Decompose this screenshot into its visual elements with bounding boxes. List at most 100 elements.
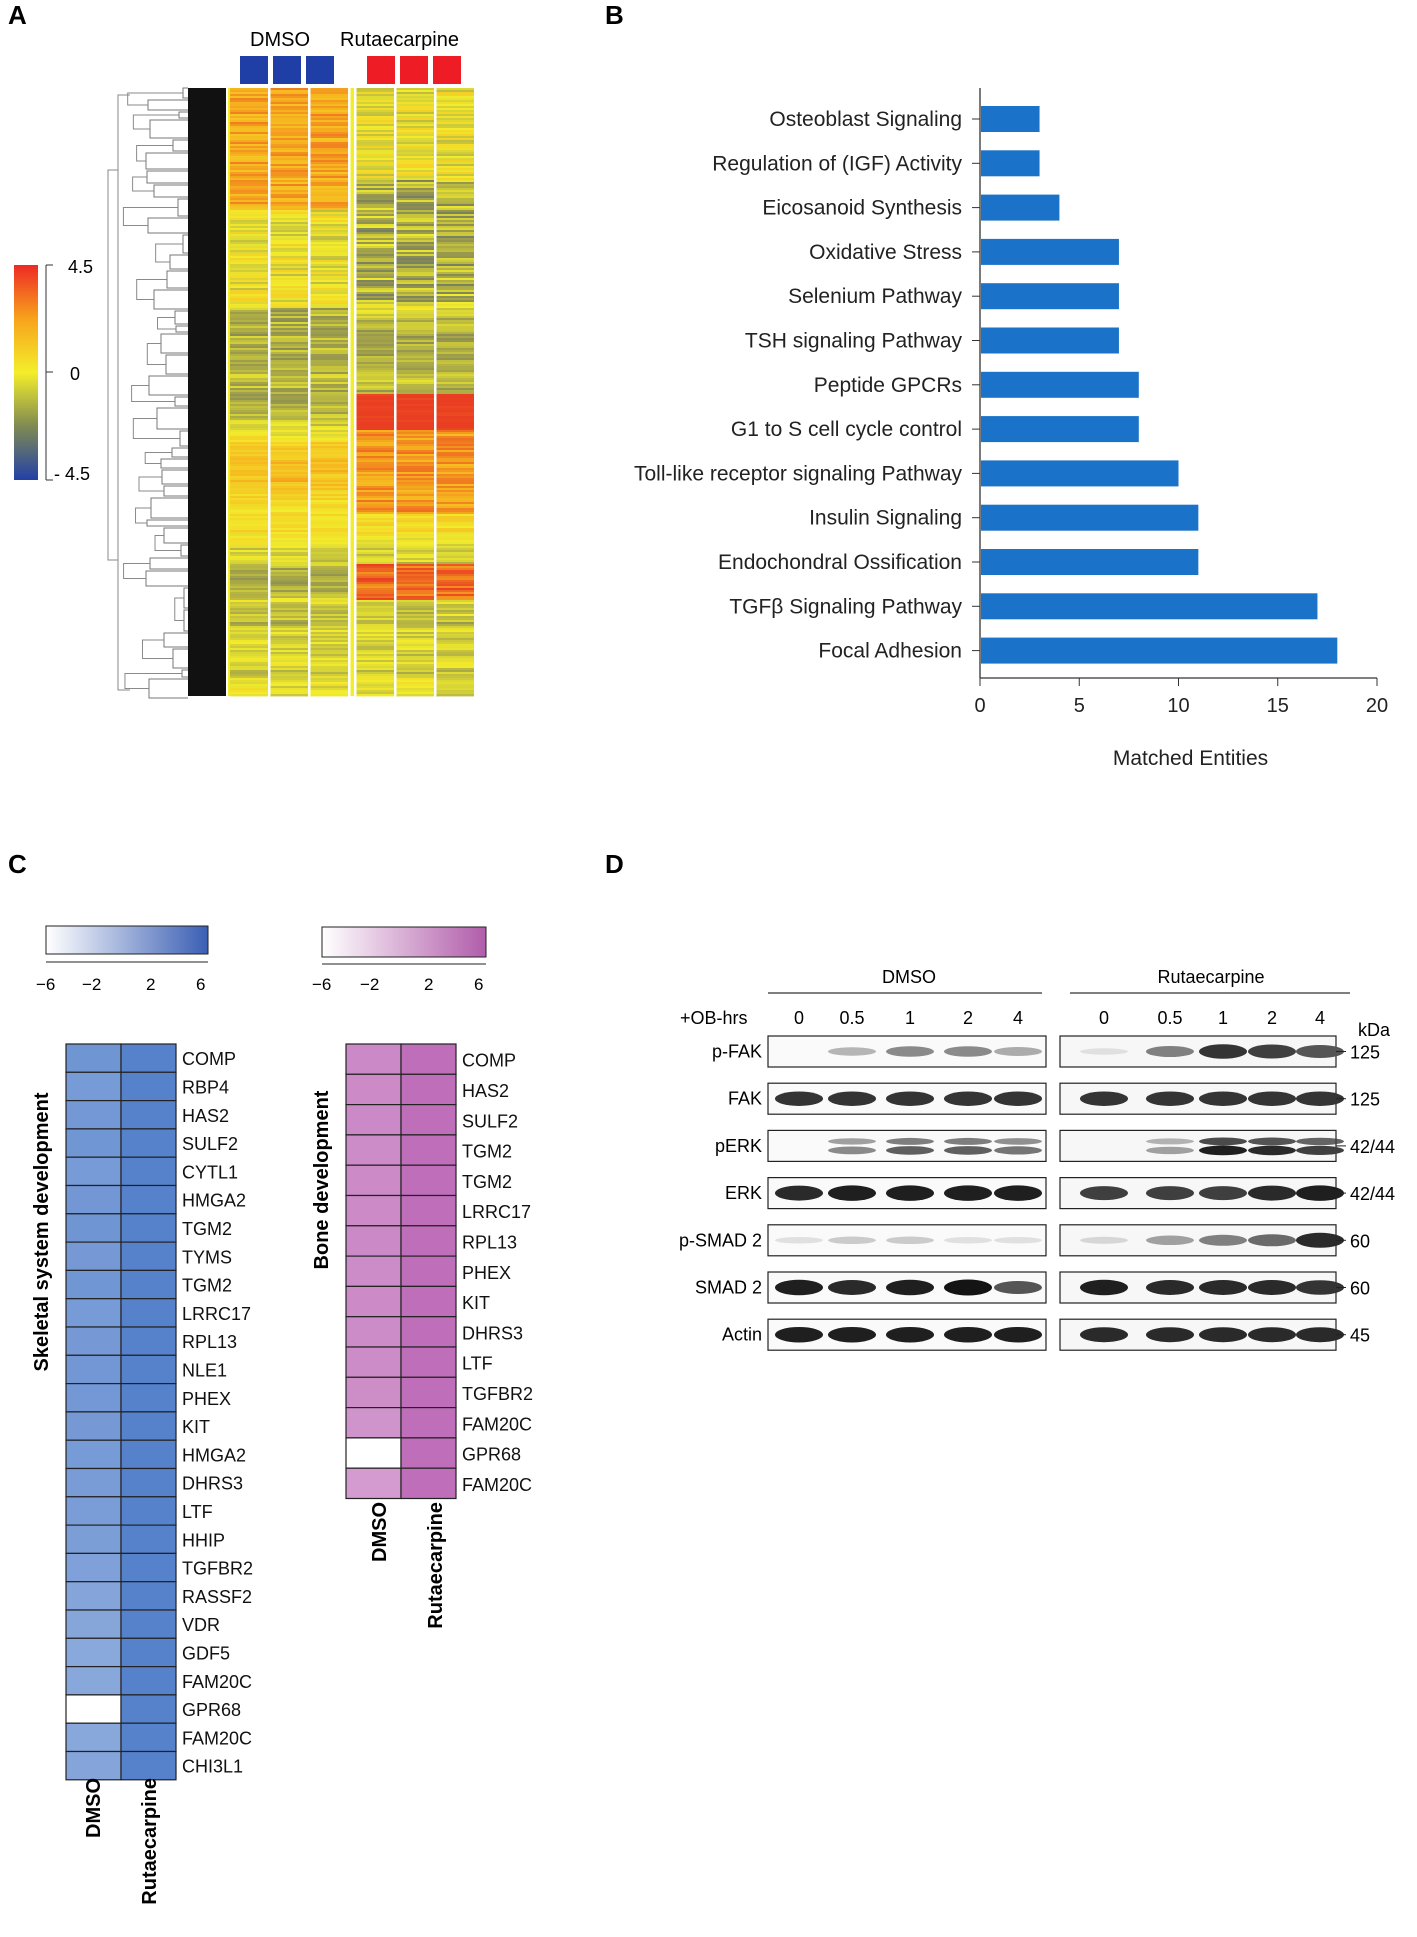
heatmap-cell-row xyxy=(356,240,394,243)
heatmap-cell-row xyxy=(230,162,268,165)
heatmap-cell-row xyxy=(436,292,474,295)
heatmap-cell-row xyxy=(436,602,474,605)
heatmap-cell-row xyxy=(356,544,394,547)
heat-cell-rutaecarpine xyxy=(400,1285,457,1318)
heatmap-cell-row xyxy=(310,370,348,373)
heatmap-cell-row xyxy=(396,658,434,661)
heatmap-cell-row xyxy=(436,140,474,143)
bar xyxy=(981,504,1199,531)
heatmap-cell-row xyxy=(356,386,394,389)
blot-band xyxy=(1080,1048,1128,1055)
heatmap-cell-row xyxy=(270,126,308,129)
heatmap-cell-row xyxy=(396,334,434,337)
heatmap-cell-row xyxy=(310,158,348,161)
heatmap-cell-row xyxy=(230,356,268,359)
blot-band xyxy=(994,1091,1042,1106)
dendrogram-branch xyxy=(144,452,172,464)
heatmap-cell-row xyxy=(356,268,394,271)
heatmap-cell-row xyxy=(270,476,308,479)
heatmap-cell-row xyxy=(356,228,394,231)
heatmap-cell-row xyxy=(310,644,348,647)
heatmap-cell-row xyxy=(356,244,394,247)
heatmap-cell-row xyxy=(230,398,268,401)
heatmap-cell-row xyxy=(270,294,308,297)
heatmap-cell-row xyxy=(230,320,268,323)
blot-band xyxy=(1146,1186,1194,1201)
heatmap-cell-row xyxy=(396,294,434,297)
heatmap-cell-row xyxy=(356,450,394,453)
heatmap-cell-row xyxy=(230,468,268,471)
heatmap-cell-row xyxy=(230,628,268,631)
heatmap-cell-row xyxy=(436,304,474,307)
dendrogram-branch xyxy=(174,597,184,621)
heatmap-cell-row xyxy=(356,504,394,507)
heatmap-cell-row xyxy=(396,446,434,449)
heatmap-cell-row xyxy=(436,250,474,253)
heatmap-cell-row xyxy=(310,230,348,233)
heatmap-cell-row xyxy=(436,442,474,445)
heatmap-cell-row xyxy=(356,252,394,255)
heatmap-cell-row xyxy=(436,364,474,367)
timepoint-label: 2 xyxy=(963,1008,973,1028)
heatmap-cell-row xyxy=(230,270,268,273)
heatmap-cell-row xyxy=(310,606,348,609)
bar xyxy=(981,150,1040,177)
dendrogram-branch xyxy=(175,325,188,333)
heatmap-cell-row xyxy=(310,138,348,141)
expression-heatmap xyxy=(228,88,474,697)
heatmap-cell-row xyxy=(310,320,348,323)
heatmap-cell-row xyxy=(310,444,348,447)
heatmap-cell-row xyxy=(436,612,474,615)
heatmap-cell-row xyxy=(356,262,394,265)
heatmap-cell-row xyxy=(436,324,474,327)
heatmap-cell-row xyxy=(396,366,434,369)
heatmap-cell-row xyxy=(396,234,434,237)
bone-color-scale: −6 −2 2 6 xyxy=(312,926,487,994)
heatmap-cell-row xyxy=(310,316,348,319)
heatmap-cell-row xyxy=(230,490,268,493)
heatmap-cell-row xyxy=(310,140,348,143)
heatmap-cell-row xyxy=(270,104,308,107)
dmso-sample-marker xyxy=(306,56,334,84)
heatmap-cell-row xyxy=(356,180,394,183)
heatmap-cell-row xyxy=(270,468,308,471)
heatmap-cell-row xyxy=(436,460,474,463)
heat-cell-rutaecarpine xyxy=(120,1467,177,1498)
heatmap-cell-row xyxy=(270,530,308,533)
heatmap-cell-row xyxy=(230,208,268,211)
heatmap-cell-row xyxy=(356,158,394,161)
heatmap-cell-row xyxy=(270,160,308,163)
heatmap-cell-row xyxy=(356,168,394,171)
heatmap-cell-row xyxy=(270,152,308,155)
heatmap-cell-row xyxy=(396,308,434,311)
heatmap-cell-row xyxy=(270,262,308,265)
heat-cell-dmso xyxy=(345,1073,402,1106)
dendrogram-branch xyxy=(136,279,167,300)
heatmap-cell-row xyxy=(436,358,474,361)
gene-label: FAM20C xyxy=(182,1728,252,1748)
heatmap-cell-row xyxy=(230,258,268,261)
heatmap-cell-row xyxy=(310,156,348,159)
heatmap-cell-row xyxy=(230,154,268,157)
heatmap-cell-row xyxy=(356,342,394,345)
heatmap-cell-row xyxy=(356,232,394,235)
heatmap-cell-row xyxy=(230,568,268,571)
heatmap-cell-row xyxy=(436,656,474,659)
dendrogram-branch xyxy=(181,669,188,678)
heatmap-cell-row xyxy=(356,362,394,365)
heatmap-cell-row xyxy=(230,384,268,387)
heatmap-cell-row xyxy=(396,552,434,555)
heatmap-cell-row xyxy=(356,572,394,575)
heatmap-cell-row xyxy=(356,352,394,355)
heatmap-cell-row xyxy=(436,694,474,697)
heatmap-cell-row xyxy=(356,638,394,641)
heatmap-cell-row xyxy=(356,630,394,633)
heat-cell-rutaecarpine xyxy=(120,1241,177,1271)
heatmap-cell-row xyxy=(436,230,474,233)
heatmap-cell-row xyxy=(356,364,394,367)
heatmap-cell-row xyxy=(270,220,308,223)
heatmap-cell-row xyxy=(436,218,474,221)
category-label: TGFβ Signaling Pathway xyxy=(729,595,962,618)
heatmap-cell-row xyxy=(436,500,474,503)
heatmap-cell-row xyxy=(396,226,434,229)
